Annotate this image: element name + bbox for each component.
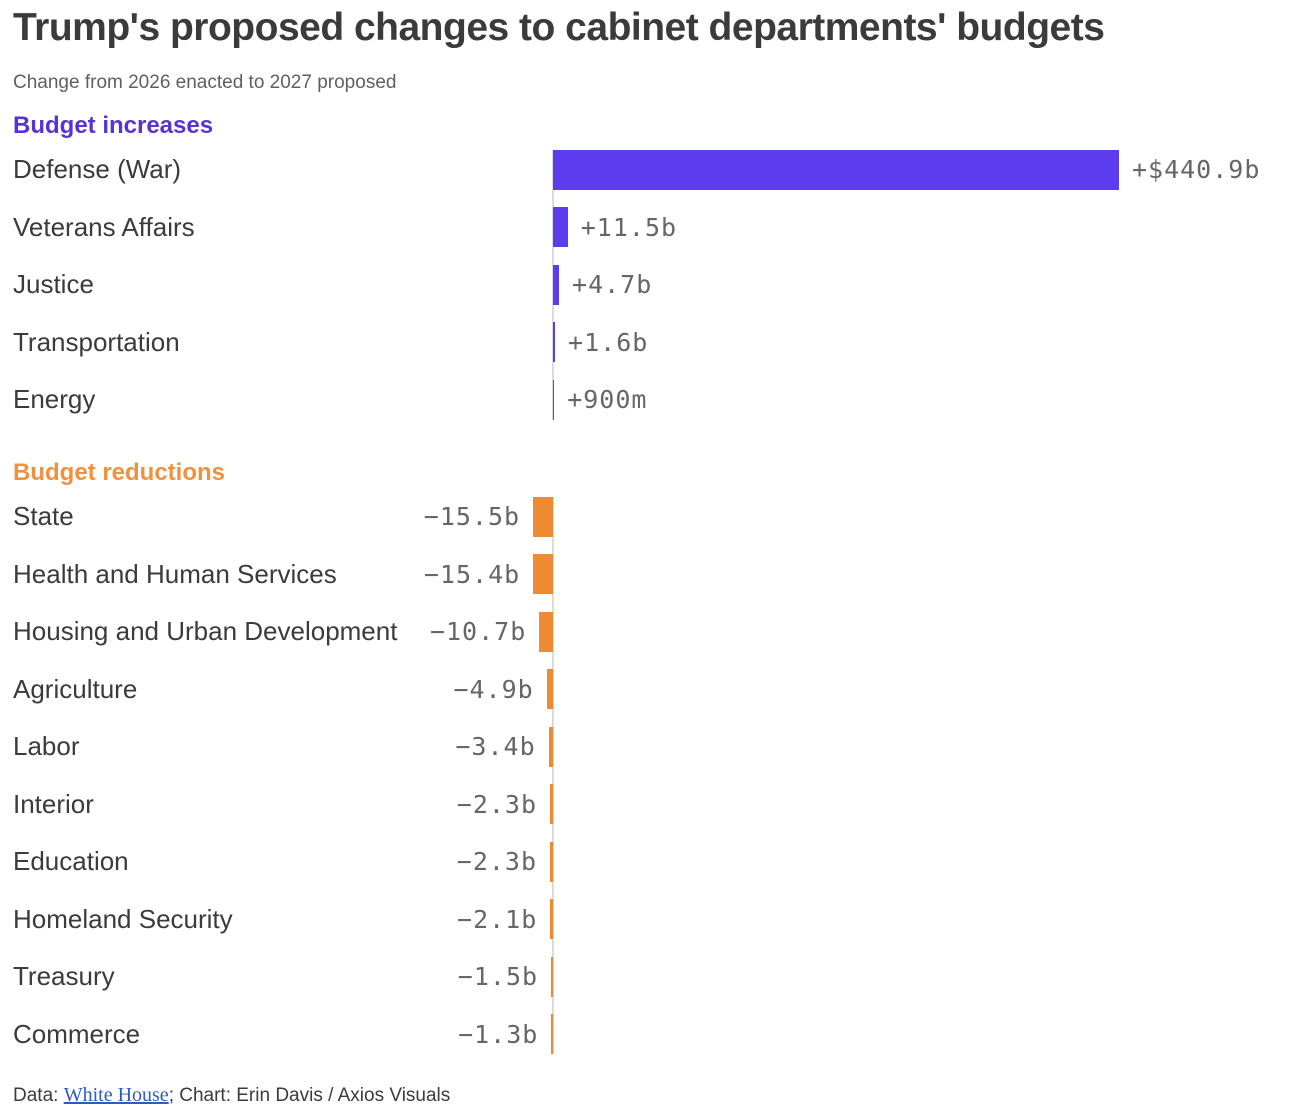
value-label: +4.7b [572,270,653,299]
value-label: +$440.9b [1131,155,1261,184]
department-label: Defense (War) [13,154,182,184]
chart-subtitle: Change from 2026 enacted to 2027 propose… [13,72,397,93]
chart-row: Defense (War) +$440.9b [0,141,1302,199]
value-label: −1.3b [458,1019,539,1049]
budget-increases-heading: Budget increases [13,112,214,139]
value-label: −4.9b [453,674,534,704]
department-label: Justice [13,269,94,299]
chart-row: Health and Human Services −15.4b [0,546,1302,604]
chart-row: Energy +900m [0,371,1302,429]
department-label: Energy [13,384,96,414]
value-label: +11.5b [580,212,678,242]
bar-decrease [551,956,553,997]
axis-baseline [552,149,554,420]
chart-row: State −15.5b [0,488,1302,546]
bar-decrease [550,841,553,882]
chart-row: Treasury −1.5b [0,948,1302,1006]
bar-decrease [548,726,553,767]
chart-row: Labor −3.4b [0,718,1302,776]
value-label: −2.3b [456,789,538,819]
department-label: State [13,501,74,531]
chart-row: Agriculture −4.9b [0,661,1302,719]
value-label: −1.5b [457,962,539,991]
footer-credit: ; Chart: Erin Davis / Axios Visuals [168,1085,451,1106]
chart-row: Interior −2.3b [0,776,1302,834]
value-label: −3.4b [455,732,536,761]
value-label: −15.4b [423,559,521,589]
increases-chart-area: Defense (War) +$440.9b Veterans Affairs +11… [0,141,1302,429]
bar-decrease [533,496,553,537]
department-label: Treasury [13,961,115,991]
value-label: −2.3b [456,847,538,876]
department-label: Homeland Security [13,903,233,934]
source-link-white-house[interactable]: White House [63,1084,169,1106]
value-label: +1.6b [568,327,649,357]
department-label: Health and Human Services [13,558,337,589]
footer-data-prefix: Data: [13,1085,64,1106]
bar-increase [553,264,560,305]
bar-decrease [550,899,553,940]
chart-row: Education −2.3b [0,833,1302,891]
chart-row: Homeland Security −2.1b [0,891,1302,949]
axis-baseline [552,496,554,1055]
bar-increase [553,379,555,420]
value-label: +900m [567,385,648,414]
value-label: −2.1b [457,904,538,934]
bar-decrease [546,669,553,710]
bar-decrease [539,611,553,652]
bar-increase [553,322,556,363]
value-label: −15.5b [423,502,521,531]
chart-row: Commerce −1.3b [0,1006,1302,1064]
chart-row: Justice +4.7b [0,256,1302,314]
budget-reductions-heading: Budget reductions [13,459,226,486]
bar-decrease [551,1014,553,1055]
reductions-chart-area: State −15.5b Health and Human Services −15.… [0,488,1302,1063]
department-label: Labor [13,731,80,761]
department-label: Commerce [13,1018,141,1049]
bar-decrease [550,784,553,825]
department-label: Education [13,846,129,876]
value-label: −10.7b [429,617,527,646]
department-label: Housing and Urban Development [13,616,398,646]
department-label: Veterans Affairs [13,211,195,242]
chart-footer: Data: White House; Chart: Erin Davis / A… [13,1084,450,1107]
department-label: Agriculture [13,673,138,704]
bar-decrease [533,554,553,595]
department-label: Interior [13,788,94,819]
chart-row: Transportation +1.6b [0,314,1302,372]
bar-increase [553,149,1119,190]
chart-row: Housing and Urban Development −10.7b [0,603,1302,661]
bar-increase [553,207,568,248]
chart-row: Veterans Affairs +11.5b [0,199,1302,257]
department-label: Transportation [13,326,180,357]
chart-title: Trump's proposed changes to cabinet depa… [13,6,1105,49]
